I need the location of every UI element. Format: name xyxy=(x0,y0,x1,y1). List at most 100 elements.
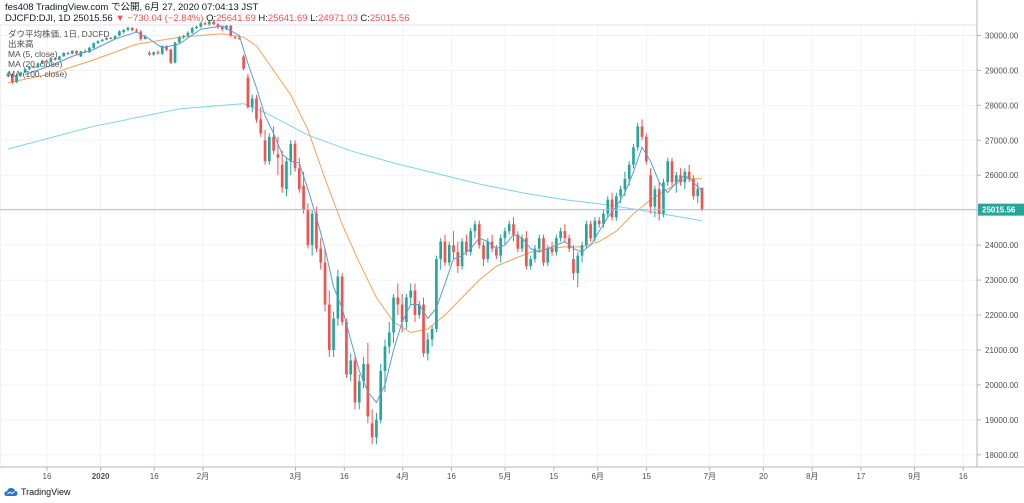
candle-body xyxy=(632,147,635,165)
tradingview-cloud-icon xyxy=(4,488,18,496)
candle xyxy=(533,245,537,263)
price-tick-label: 22000.00 xyxy=(985,311,1019,320)
candle xyxy=(233,36,237,39)
candle-body xyxy=(88,47,91,53)
candle xyxy=(199,22,203,28)
candle-body xyxy=(585,224,588,246)
candle-body xyxy=(259,119,263,134)
candle-body xyxy=(126,27,130,30)
candle xyxy=(507,220,511,235)
candle-body xyxy=(195,26,198,29)
candle-body xyxy=(45,60,48,63)
candle-body xyxy=(332,318,335,350)
tradingview-footer[interactable]: TradingView xyxy=(4,487,71,497)
candle xyxy=(36,62,40,68)
time-tick-label: 9月 xyxy=(908,472,920,481)
candle xyxy=(195,25,198,30)
price-axis[interactable]: 18000.00 19000.00 20000.00 21000.00 22000.00… xyxy=(976,0,1019,467)
candle-body xyxy=(238,38,241,40)
candle xyxy=(409,283,413,305)
high-value: 25641.69 xyxy=(267,13,308,24)
candle-body xyxy=(66,52,70,54)
candle xyxy=(597,217,601,228)
candle-body xyxy=(289,143,293,162)
legend-ma5[interactable]: MA (5, close) xyxy=(8,49,58,59)
candle xyxy=(477,220,481,249)
candle-body xyxy=(512,224,515,235)
candle xyxy=(426,332,430,361)
candle xyxy=(537,234,541,253)
legend-ma100[interactable]: MA (100, close) xyxy=(8,69,68,79)
candle-body xyxy=(623,178,627,190)
candle-body xyxy=(477,224,481,246)
time-tick-label: 2月 xyxy=(197,472,209,481)
candle-body xyxy=(559,231,562,239)
candle-body xyxy=(619,189,622,197)
candle-body xyxy=(370,423,374,438)
candle xyxy=(405,294,408,329)
time-tick-label: 15 xyxy=(642,472,651,481)
candle-body xyxy=(225,25,228,30)
candle xyxy=(387,321,391,354)
candle-body xyxy=(267,136,271,162)
candle-body xyxy=(610,199,614,218)
time-tick-label: 6月 xyxy=(591,472,603,481)
last-price-label: 25015.56 xyxy=(982,206,1016,215)
price-tick-label: 30000.00 xyxy=(985,31,1019,40)
candle xyxy=(19,71,23,77)
candle xyxy=(259,107,263,137)
candle-body xyxy=(387,332,391,347)
candle-body xyxy=(537,238,541,249)
time-tick-label: 4月 xyxy=(397,472,409,481)
candle xyxy=(516,231,520,253)
candle xyxy=(178,36,181,44)
candle-body xyxy=(15,75,18,83)
candle xyxy=(447,241,451,267)
candle xyxy=(636,122,640,151)
legend-ma20[interactable]: MA (20, close) xyxy=(8,59,63,69)
candle-body xyxy=(190,28,194,33)
candle xyxy=(430,325,434,347)
candle-body xyxy=(255,98,258,120)
candle xyxy=(670,157,674,186)
candle-body xyxy=(62,52,66,57)
time-tick-label: 16 xyxy=(43,472,52,481)
candle-body xyxy=(10,73,14,83)
candle-body xyxy=(263,140,267,162)
candle xyxy=(644,133,648,165)
candle xyxy=(700,187,704,212)
legend-series-title[interactable]: ダウ平均株価, 1日, DJCFD xyxy=(8,29,110,39)
candle xyxy=(443,234,447,267)
candle xyxy=(62,52,66,57)
candle xyxy=(323,248,327,312)
candle-body xyxy=(297,168,301,190)
candle-body xyxy=(165,45,168,50)
candle-body xyxy=(662,182,665,214)
candle xyxy=(109,36,113,40)
candle-body xyxy=(644,136,648,162)
candle-body xyxy=(178,37,181,43)
candle-body xyxy=(310,213,314,246)
candle-body xyxy=(589,224,592,239)
candle-body xyxy=(100,39,104,42)
price-tick-label: 18000.00 xyxy=(985,451,1019,460)
high-label: H: xyxy=(258,13,268,24)
time-axis[interactable]: 16 2020 16 2月 3月 16 4月 16 5月 15 6月 15 7月 20 8月 17 9月 16 xyxy=(0,466,1024,481)
candle xyxy=(349,353,353,382)
candle-body xyxy=(456,252,460,267)
candle-body xyxy=(49,57,53,63)
candle xyxy=(353,356,357,410)
candle-body xyxy=(233,37,237,39)
candle xyxy=(92,42,96,49)
candle-body xyxy=(396,297,400,305)
candle-body xyxy=(83,51,87,53)
legend-volume[interactable]: 出来高 xyxy=(8,39,34,49)
candle xyxy=(469,227,472,256)
candle-body xyxy=(452,245,455,253)
candle-body xyxy=(92,43,96,48)
candle-body xyxy=(422,304,425,354)
candle xyxy=(319,238,323,270)
candle xyxy=(392,294,395,343)
time-tick-label: 5月 xyxy=(499,472,511,481)
